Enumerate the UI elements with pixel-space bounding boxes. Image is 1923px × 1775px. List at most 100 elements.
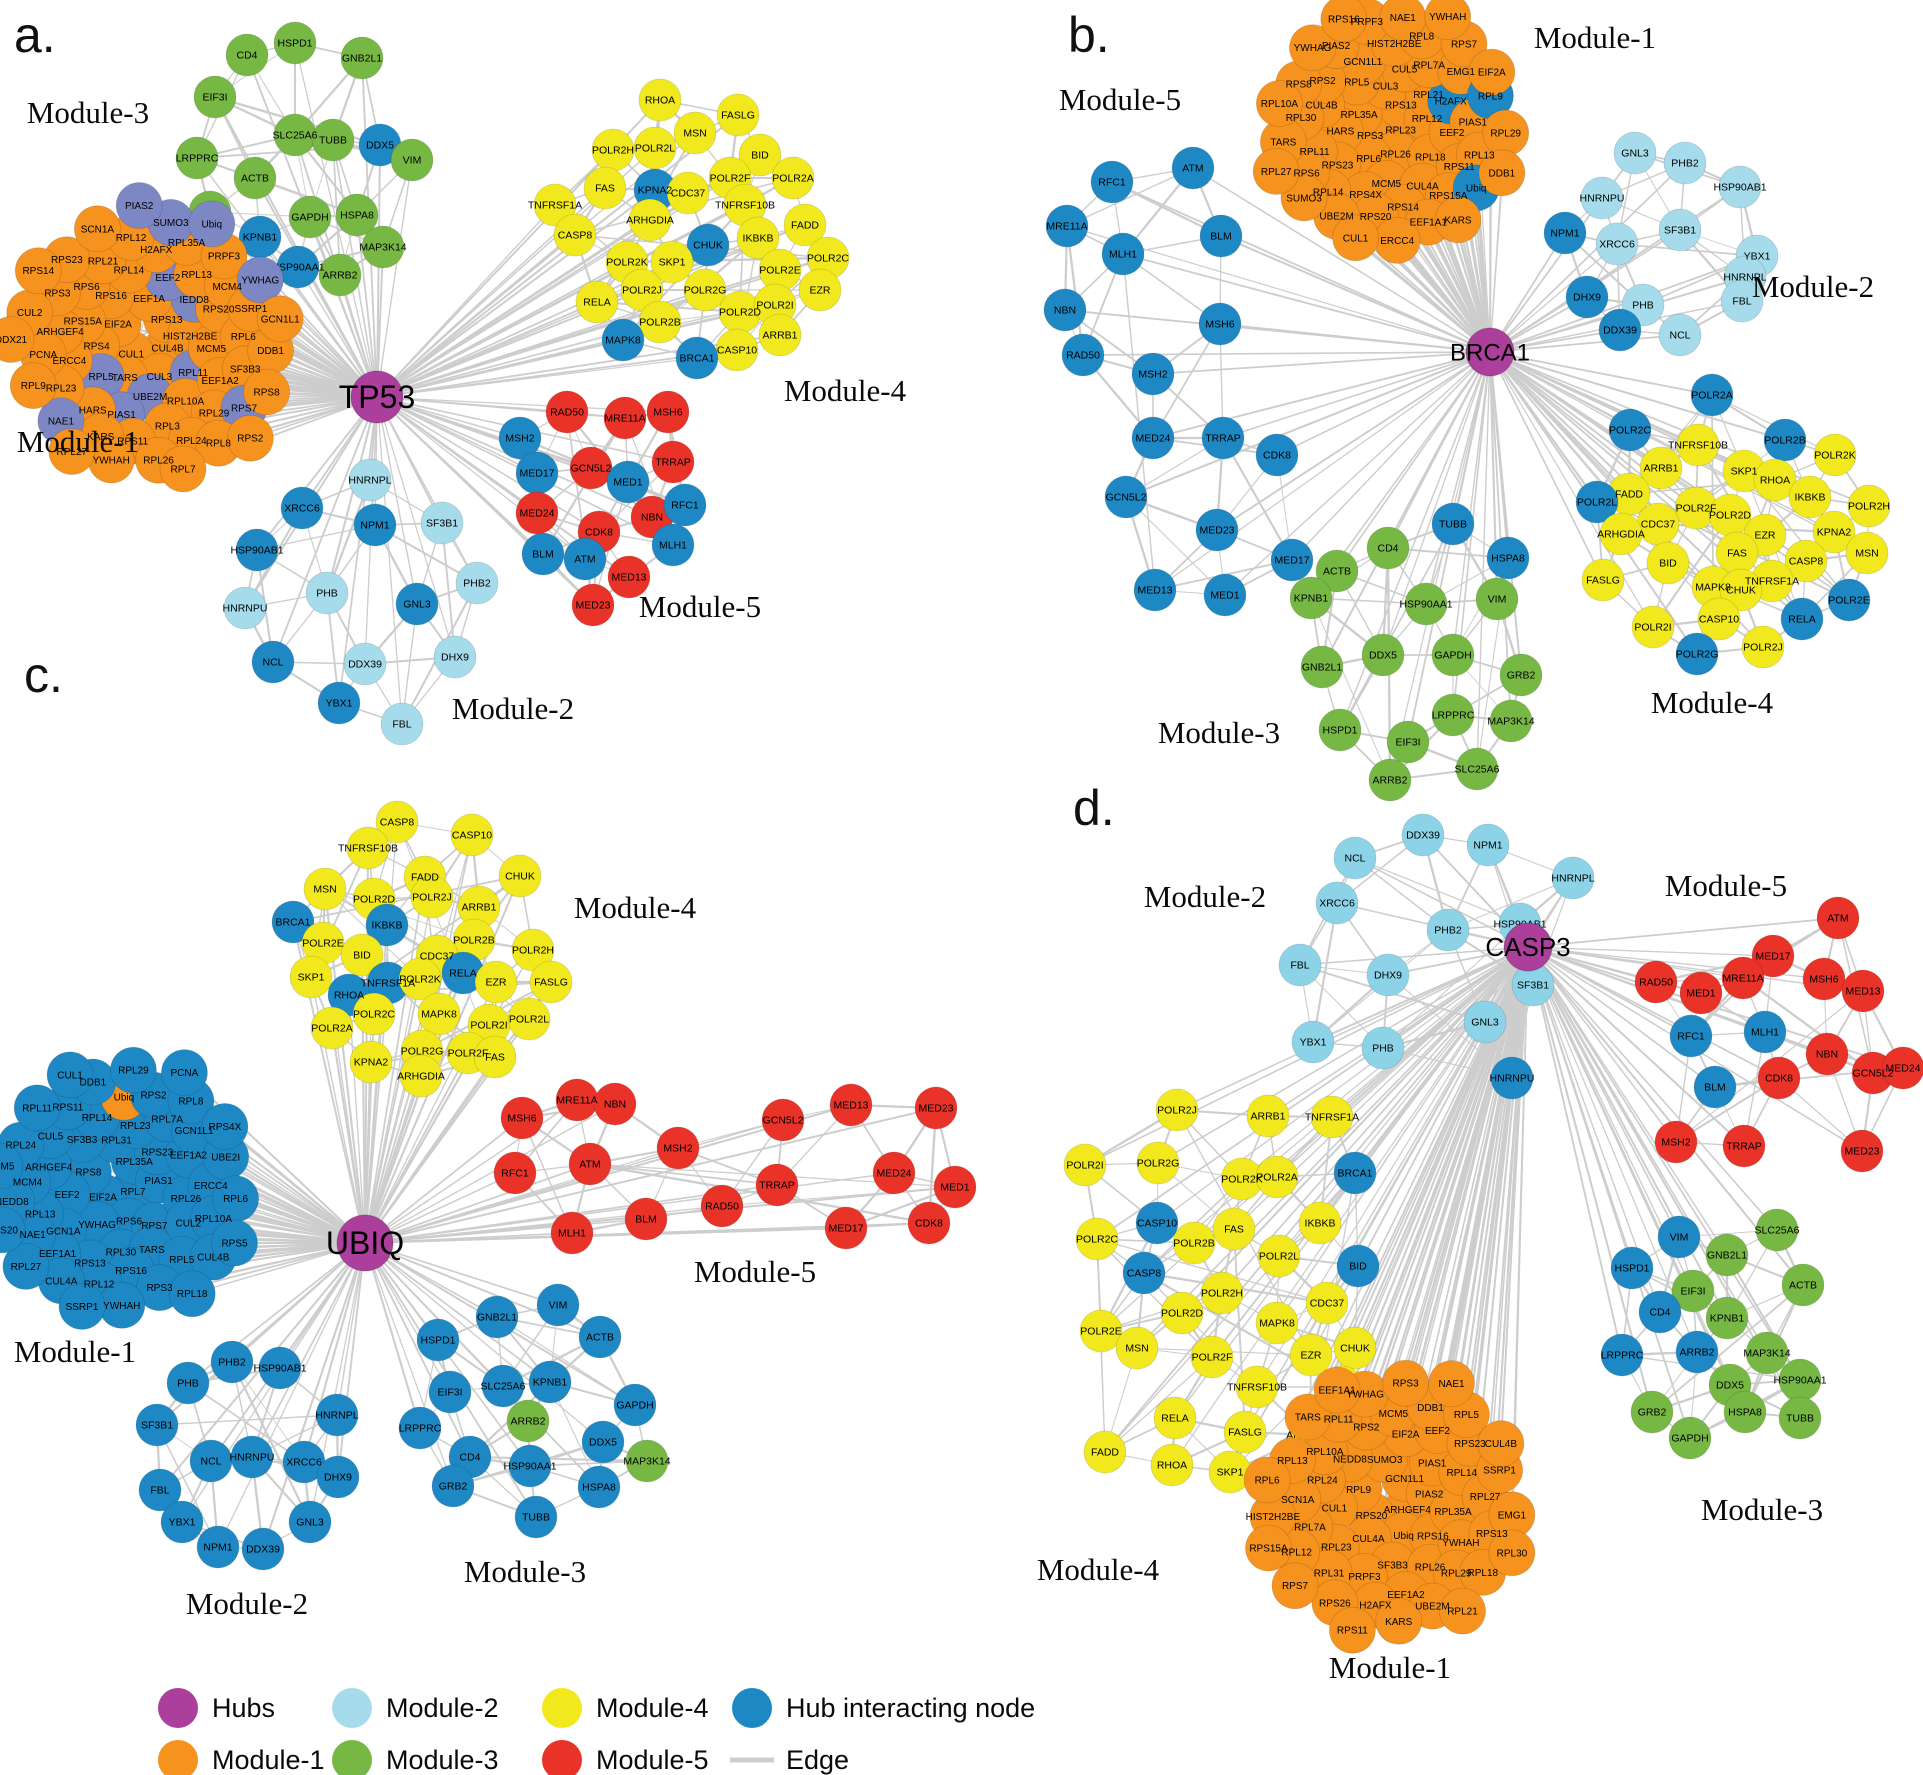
node-XRCC6[interactable] bbox=[280, 486, 324, 530]
node-HSPD1[interactable] bbox=[273, 21, 317, 65]
node-FBL[interactable] bbox=[1720, 279, 1764, 323]
node-POLR2J[interactable] bbox=[1741, 625, 1785, 669]
node-MSN[interactable] bbox=[1115, 1326, 1159, 1370]
node-RHOA[interactable] bbox=[1753, 458, 1797, 502]
node-MSH6[interactable] bbox=[1198, 302, 1242, 346]
node-GAPDH[interactable] bbox=[613, 1383, 657, 1427]
node-ACTB[interactable] bbox=[1781, 1263, 1825, 1307]
node-ARHGDIA[interactable] bbox=[399, 1054, 443, 1098]
node-GNB2L1[interactable] bbox=[475, 1295, 519, 1339]
node-DDX39[interactable] bbox=[1401, 813, 1445, 857]
node-RHOA[interactable] bbox=[1150, 1443, 1194, 1487]
node-HNRNPU[interactable] bbox=[1580, 176, 1624, 220]
node-DDB1[interactable] bbox=[1478, 149, 1526, 197]
node-FASLG[interactable] bbox=[529, 960, 573, 1004]
node-NCL[interactable] bbox=[1333, 836, 1377, 880]
node-PHB2[interactable] bbox=[1426, 908, 1470, 952]
node-BLM[interactable] bbox=[1693, 1065, 1737, 1109]
node-NBN[interactable] bbox=[1805, 1032, 1849, 1076]
node-POLR2B[interactable] bbox=[638, 300, 682, 344]
node-POLR2A[interactable] bbox=[310, 1006, 354, 1050]
node-RFC1[interactable] bbox=[1669, 1014, 1713, 1058]
node-CASP8[interactable] bbox=[1122, 1251, 1166, 1295]
node-MED24[interactable] bbox=[1131, 416, 1175, 460]
node-SSRP1[interactable] bbox=[58, 1283, 106, 1330]
node-GRB2[interactable] bbox=[431, 1464, 475, 1508]
node-GAPDH[interactable] bbox=[288, 195, 332, 239]
node-RPL29[interactable] bbox=[1482, 109, 1530, 157]
node-ATM[interactable] bbox=[563, 537, 607, 581]
node-ATM[interactable] bbox=[1816, 896, 1860, 940]
node-SCN1A[interactable] bbox=[74, 205, 121, 253]
node-GCN5L2[interactable] bbox=[1104, 475, 1148, 519]
node-ERCC4[interactable] bbox=[1373, 216, 1421, 264]
node-DDX5[interactable] bbox=[581, 1420, 625, 1464]
node-KPNA2[interactable] bbox=[349, 1040, 393, 1084]
node-MAP3K14[interactable] bbox=[1745, 1331, 1789, 1375]
node-TNFRSF10B[interactable] bbox=[1235, 1365, 1279, 1409]
node-RELA[interactable] bbox=[575, 280, 619, 324]
node-RAD50[interactable] bbox=[545, 390, 589, 434]
node-DDX5[interactable] bbox=[1361, 633, 1405, 677]
node-NAE1[interactable] bbox=[1428, 1360, 1475, 1407]
node-SLC25A6[interactable] bbox=[273, 113, 317, 157]
node-FAS[interactable] bbox=[1715, 531, 1759, 575]
node-DDX39[interactable] bbox=[1598, 308, 1642, 352]
node-FAS[interactable] bbox=[1212, 1207, 1256, 1251]
node-HSP90AA1[interactable] bbox=[1778, 1358, 1822, 1402]
node-ARRB1[interactable] bbox=[1246, 1094, 1290, 1138]
node-MLH1[interactable] bbox=[550, 1211, 594, 1255]
hub-node-TP53[interactable] bbox=[350, 370, 404, 424]
node-TUBB[interactable] bbox=[1778, 1396, 1822, 1440]
node-RPS3[interactable] bbox=[1382, 1359, 1429, 1407]
node-RPL27[interactable] bbox=[1252, 147, 1300, 195]
node-POLR2A[interactable] bbox=[1690, 373, 1734, 417]
node-POLR2C[interactable] bbox=[1608, 408, 1652, 452]
node-KPNB1[interactable] bbox=[1705, 1296, 1749, 1340]
node-TUBB[interactable] bbox=[514, 1495, 558, 1539]
node-DHX9[interactable] bbox=[316, 1455, 360, 1499]
node-KARS[interactable] bbox=[1375, 1597, 1423, 1645]
node-SF3B1[interactable] bbox=[1658, 208, 1702, 252]
node-RPS8[interactable] bbox=[243, 368, 291, 416]
node-IKBKB[interactable] bbox=[1788, 475, 1832, 519]
node-POLR2B[interactable] bbox=[1763, 418, 1807, 462]
node-RFC1[interactable] bbox=[493, 1151, 537, 1195]
node-EZR[interactable] bbox=[1289, 1333, 1333, 1377]
node-MRE11A[interactable] bbox=[555, 1078, 599, 1122]
node-GCN1L1[interactable] bbox=[256, 295, 304, 343]
node-GAPDH[interactable] bbox=[1668, 1416, 1712, 1460]
node-FASLG[interactable] bbox=[716, 93, 760, 137]
node-CASP8[interactable] bbox=[375, 800, 419, 844]
node-RPL21[interactable] bbox=[1439, 1587, 1486, 1635]
node-RELA[interactable] bbox=[1780, 597, 1824, 641]
node-POLR2L[interactable] bbox=[1575, 480, 1619, 524]
node-MED17[interactable] bbox=[1270, 538, 1314, 582]
node-PHB2[interactable] bbox=[1663, 141, 1707, 185]
node-MRE11A[interactable] bbox=[1721, 956, 1765, 1000]
node-EIF3I[interactable] bbox=[1386, 720, 1430, 764]
node-CHUK[interactable] bbox=[1333, 1326, 1377, 1370]
node-POLR2E[interactable] bbox=[1079, 1309, 1123, 1353]
node-YBX1[interactable] bbox=[317, 681, 361, 725]
node-MED24[interactable] bbox=[872, 1151, 916, 1195]
node-FAS[interactable] bbox=[583, 166, 627, 210]
node-TNFRSF1A[interactable] bbox=[1310, 1095, 1354, 1139]
node-CDC37[interactable] bbox=[666, 171, 710, 215]
node-FBL[interactable] bbox=[138, 1468, 182, 1512]
node-FAS[interactable] bbox=[473, 1035, 517, 1079]
node-POLR2G[interactable] bbox=[1136, 1141, 1180, 1185]
node-CASP10[interactable] bbox=[450, 813, 494, 857]
node-ARRB2[interactable] bbox=[318, 253, 362, 297]
node-MRE11A[interactable] bbox=[603, 396, 647, 440]
node-TARS[interactable] bbox=[1284, 1393, 1332, 1441]
node-ARHGDIA[interactable] bbox=[1599, 512, 1643, 556]
node-BRCA1[interactable] bbox=[271, 900, 315, 944]
node-RPL6[interactable] bbox=[1243, 1456, 1291, 1504]
node-RFC1[interactable] bbox=[663, 483, 707, 527]
node-MLH1[interactable] bbox=[651, 523, 695, 567]
node-RELA[interactable] bbox=[1153, 1396, 1197, 1440]
node-EIF2A[interactable] bbox=[1468, 48, 1516, 96]
node-RPS14[interactable] bbox=[14, 247, 62, 295]
node-MSN[interactable] bbox=[1845, 531, 1889, 575]
